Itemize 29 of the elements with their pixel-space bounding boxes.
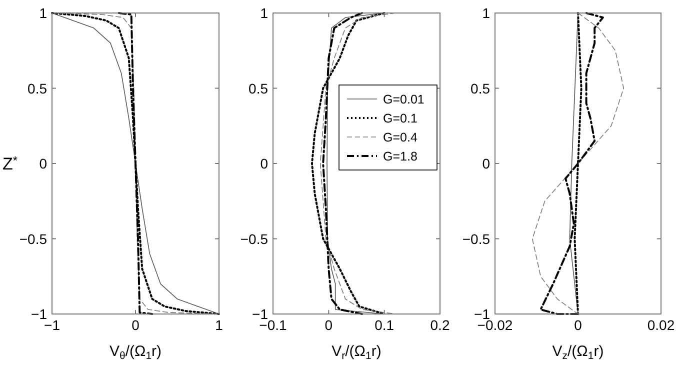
- x-axis-title: V$_{z}$/(Ω$_{1}$r): [552, 343, 604, 362]
- x-tick-label: 0.2: [430, 317, 450, 333]
- y-tick-label: −0.5: [19, 230, 48, 247]
- x-axis-title: V$_{r}$/(Ω$_{1}$r): [332, 343, 382, 362]
- y-tick-label: −0.5: [240, 230, 268, 247]
- y-tick-label: 0: [260, 156, 268, 172]
- legend-label: G=0.4: [383, 130, 418, 144]
- y-tick-label: 1: [482, 5, 490, 21]
- y-tick-label: 1: [39, 5, 48, 21]
- x-tick-label: 0: [324, 317, 333, 333]
- y-tick-label: −1: [252, 306, 268, 322]
- legend-label: G=0.1: [383, 112, 418, 126]
- y-tick-label: 1: [260, 5, 268, 21]
- legend-label: G=1.8: [383, 150, 418, 164]
- y-tick-label: 0.5: [470, 80, 490, 96]
- x-axis-title: V$_{θ}$/(Ω$_{1}$r): [109, 343, 162, 362]
- x-tick-label: 1: [215, 317, 224, 333]
- x-tick-label: 0: [132, 317, 140, 333]
- y-tick-label: 0: [39, 156, 48, 172]
- y-tick-label: −1: [31, 306, 48, 322]
- y-tick-label: 0: [482, 156, 490, 172]
- x-tick-label: 0.1: [374, 317, 394, 333]
- y-tick-label: 0.5: [248, 80, 268, 96]
- x-tick-label: 0: [574, 317, 582, 333]
- y-tick-label: 0.5: [28, 80, 48, 96]
- y-tick-label: −0.5: [462, 230, 490, 247]
- legend-label: G=0.01: [383, 92, 424, 106]
- y-axis-title: Z$^{*}$: [2, 154, 18, 174]
- x-tick-label: 0.02: [647, 317, 675, 333]
